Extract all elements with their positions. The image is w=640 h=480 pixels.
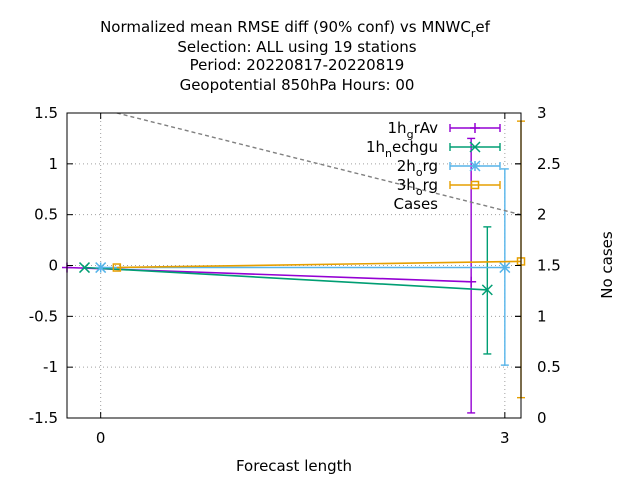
legend-label-2-sub: o: [416, 166, 423, 179]
legend-label-2-base: 2h: [397, 157, 416, 175]
legend-label-0-base: 1h: [388, 119, 407, 137]
series-2-point-0: [95, 262, 107, 274]
axis-ticks: -1.5 -1 -0.5 0 0.5 1 1.5 0 0.5 1 1.5 2 2.5 3 0 3: [29, 104, 561, 447]
title-line-4: Geopotential 850hPa Hours: 00: [180, 76, 415, 94]
chart-title: Normalized mean RMSE diff (90% conf) vs …: [100, 18, 491, 94]
legend-marker-3: [470, 180, 480, 190]
y-tick-label-1: -1: [43, 358, 58, 376]
legend-marker-1: [469, 141, 481, 153]
y-tick-label-4: 0.5: [34, 206, 58, 224]
series-0-point-1: [466, 276, 477, 287]
legend-label-0-rest: rAv: [414, 119, 439, 137]
legend-label-2-rest: rg: [423, 157, 438, 175]
x-tick-label-1: 3: [500, 429, 510, 447]
series-3-line: [116, 260, 522, 269]
series-3-point-0-square: [112, 263, 122, 272]
title-line-1-sub: r: [471, 27, 476, 40]
series-1-line: [84, 266, 488, 291]
series-3-point-0: [112, 263, 122, 272]
series-1-point-0: [78, 262, 91, 274]
legend-marker-2-d2: [469, 160, 481, 172]
legend-label-0: 1hgrAv: [388, 119, 439, 141]
legend-label-1: 1hnechgu: [366, 138, 438, 160]
legend-marker-2: [469, 160, 481, 172]
legend-label-0-sub: g: [407, 128, 414, 141]
legend-label-3-rest: rg: [423, 176, 438, 194]
series-1-point-0-d2: [78, 262, 91, 274]
x-tick-label-0: 0: [96, 429, 106, 447]
legend-label-2: 2horg: [397, 157, 438, 179]
legend-label-1-base: 1h: [366, 138, 385, 156]
series-layer: [62, 112, 526, 414]
title-line-1-rest: ef: [475, 18, 490, 36]
title-line-1: Normalized mean RMSE diff (90% conf) vs …: [100, 18, 491, 40]
series-2-point-0-d2: [95, 262, 107, 274]
series-1-point-1-d2: [481, 284, 493, 296]
y-tick-label-3: 0: [48, 257, 58, 275]
legend-marker-0: [470, 123, 480, 133]
y2-tick-label-3: 1.5: [537, 257, 561, 275]
legend-label-4-base: Cases: [393, 195, 438, 213]
y2-tick-label-4: 2: [537, 206, 547, 224]
y-tick-label-5: 1: [48, 155, 58, 173]
title-line-2: Selection: ALL using 19 stations: [177, 38, 416, 56]
y2-axis-label: No cases: [598, 231, 616, 299]
y2-tick-label-0: 0: [537, 409, 547, 427]
legend-label-3-sub: o: [416, 185, 423, 198]
legend-label-4: Cases: [393, 195, 438, 213]
series-1-point-1: [481, 284, 493, 296]
y2-tick-label-1: 0.5: [537, 358, 561, 376]
title-line-1-main: Normalized mean RMSE diff (90% conf) vs …: [100, 18, 471, 36]
legend-label-1-sub: n: [385, 147, 392, 160]
series-2-point-1: [499, 262, 511, 274]
series-3: [112, 120, 526, 399]
series-1: [78, 226, 493, 355]
y-tick-label-0: -1.5: [29, 409, 58, 427]
legend-label-1-rest: echgu: [392, 138, 438, 156]
y-tick-label-6: 1.5: [34, 104, 58, 122]
legend-marker-3-square: [470, 180, 480, 190]
y-tick-label-2: -0.5: [29, 307, 58, 325]
y2-tick-label-5: 2.5: [537, 155, 561, 173]
y2-tick-label-2: 1: [537, 307, 547, 325]
series-2-point-1-d2: [499, 262, 511, 274]
legend-label-3-base: 3h: [397, 176, 416, 194]
x-axis-label: Forecast length: [236, 457, 352, 475]
legend-label-3: 3horg: [397, 176, 438, 198]
title-line-3: Period: 20220817-20220819: [190, 56, 405, 74]
legend-marker-1-d2: [469, 141, 481, 153]
y2-tick-label-6: 3: [537, 104, 547, 122]
